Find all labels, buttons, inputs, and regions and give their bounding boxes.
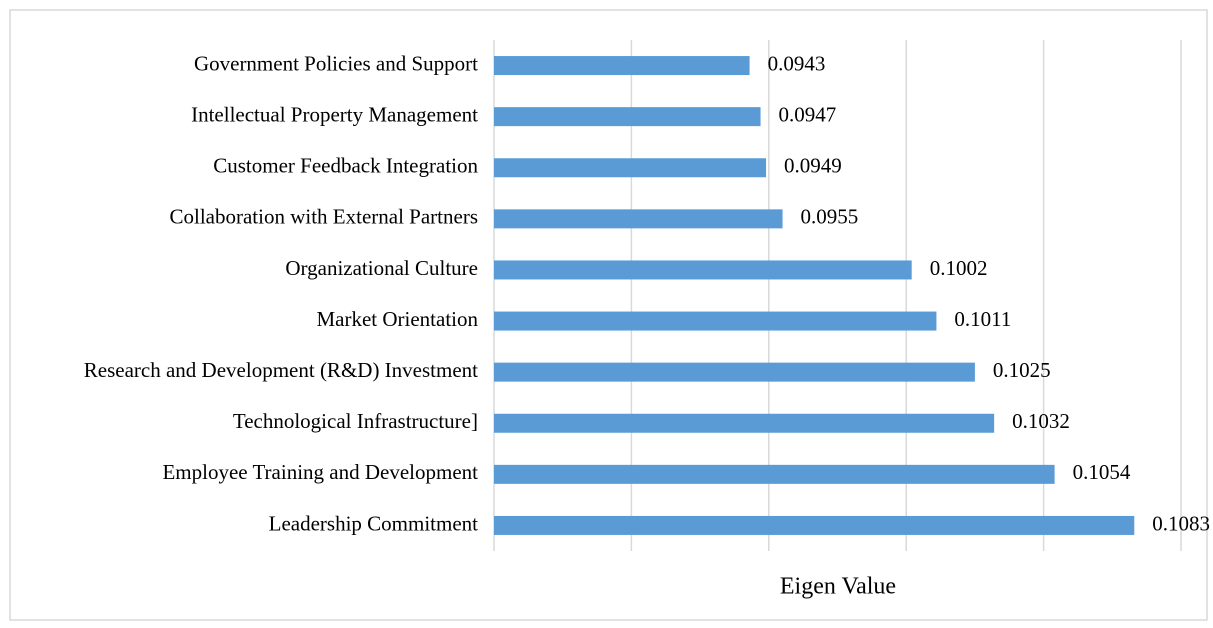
y-tick-label: Research and Development (R&D) Investmen… (84, 358, 478, 382)
bar (494, 158, 767, 178)
bar (494, 464, 1055, 484)
bar (494, 413, 995, 433)
y-tick-label: Collaboration with External Partners (169, 205, 478, 229)
data-label: 0.0949 (784, 154, 842, 178)
data-label: 0.1032 (1012, 409, 1070, 433)
bar (494, 515, 1135, 535)
bar (494, 107, 761, 127)
data-label: 0.1011 (954, 307, 1011, 331)
x-axis-title: Eigen Value (780, 574, 896, 600)
data-label: 0.0947 (779, 102, 837, 126)
y-tick-label: Customer Feedback Integration (213, 154, 478, 178)
data-label: 0.1025 (993, 358, 1051, 382)
y-tick-label: Intellectual Property Management (191, 102, 478, 126)
data-label: 0.0955 (801, 205, 859, 229)
bar (494, 311, 937, 331)
bar (494, 56, 750, 76)
y-tick-label: Market Orientation (316, 307, 478, 331)
y-tick-label: Government Policies and Support (194, 51, 478, 75)
data-label: 0.1002 (930, 256, 988, 280)
y-tick-label: Organizational Culture (285, 256, 478, 280)
data-label: 0.1054 (1073, 460, 1131, 484)
bar (494, 209, 783, 229)
bar (494, 260, 912, 280)
data-label: 0.0943 (768, 51, 826, 75)
y-tick-label: Employee Training and Development (162, 460, 478, 484)
bar (494, 362, 975, 382)
y-tick-label: Technological Infrastructure] (233, 409, 478, 433)
y-tick-label: Leadership Commitment (269, 511, 479, 535)
data-label: 0.1083 (1152, 511, 1210, 535)
